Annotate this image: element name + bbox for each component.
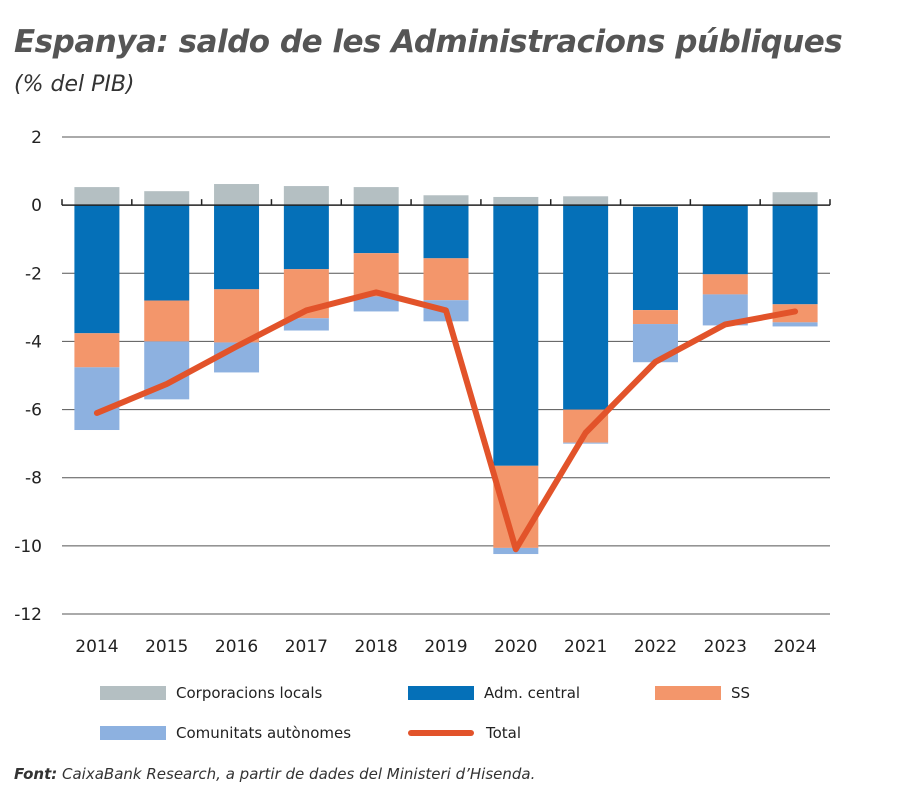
legend-label: Total (486, 724, 522, 742)
legend-swatch (408, 730, 474, 736)
y-tick-label: -12 (14, 605, 42, 625)
bar-segment-adm-central (632, 206, 678, 311)
legend-item-corporacions: Corporacions locals (100, 684, 322, 702)
bar-segment-corporacions-locals (74, 187, 120, 206)
bar-segment-corporacions-locals (563, 196, 609, 206)
bar-segment-corporacions-locals (353, 187, 399, 206)
bar-segment-ss (702, 274, 748, 295)
y-tick-label: -10 (14, 537, 42, 557)
legend-label: Adm. central (484, 684, 581, 702)
bar-segment-comunitats-aut-nomes (772, 322, 818, 327)
bar-segment-ss (214, 289, 260, 343)
legend-swatch (408, 686, 474, 700)
x-tick-label: 2021 (564, 637, 607, 657)
bar-segment-corporacions-locals (144, 191, 190, 206)
x-tick-label: 2023 (704, 637, 747, 657)
source-text: CaixaBank Research, a partir de dades de… (57, 765, 536, 783)
bar-segment-ss (74, 333, 120, 368)
legend-item-adm-central: Adm. central (408, 684, 580, 702)
bar-segment-comunitats-aut-nomes (563, 442, 609, 444)
x-tick-label: 2019 (424, 637, 467, 657)
legend-label: Corporacions locals (176, 684, 323, 702)
bar-segment-adm-central (493, 205, 539, 466)
bar-segment-adm-central (423, 205, 469, 259)
x-tick-label: 2014 (75, 637, 118, 657)
y-tick-label: 2 (31, 128, 42, 148)
y-tick-label: -4 (25, 332, 42, 352)
bar-segment-corporacions-locals (772, 192, 818, 206)
bar-segment-adm-central (702, 205, 748, 275)
bar-segment-corporacions-locals (423, 195, 469, 206)
bar-segment-adm-central (283, 205, 329, 270)
legend-item-ss: SS (655, 684, 750, 702)
bar-segment-corporacions-locals (493, 196, 539, 206)
bar-segment-corporacions-locals (283, 186, 329, 206)
legend-item-total: Total (408, 724, 521, 742)
bar-segment-ss (144, 300, 190, 342)
x-tick-label: 2015 (145, 637, 188, 657)
legend-swatch (100, 686, 166, 700)
bar-segment-comunitats-aut-nomes (353, 296, 399, 312)
y-tick-label: -6 (25, 401, 42, 421)
bar-segment-adm-central (353, 205, 399, 254)
bar-segment-corporacions-locals (632, 205, 678, 207)
x-tick-label: 2016 (215, 637, 258, 657)
bar-segment-corporacions-locals (214, 184, 260, 206)
legend-swatch (655, 686, 721, 700)
source-note: Font: CaixaBank Research, a partir de da… (14, 765, 535, 783)
bar-segment-adm-central (144, 205, 190, 301)
x-tick-label: 2017 (285, 637, 328, 657)
y-tick-label: -8 (25, 469, 42, 489)
y-tick-label: -2 (25, 264, 42, 284)
legend-label: Comunitats autònomes (176, 724, 352, 742)
bar-segment-ss (353, 253, 399, 297)
bar-segment-comunitats-aut-nomes (74, 367, 120, 431)
chart-subtitle: (% del PIB) (14, 72, 135, 97)
bar-segment-adm-central (214, 205, 260, 290)
y-tick-label: 0 (31, 196, 42, 216)
x-tick-label: 2024 (773, 637, 816, 657)
legend-swatch (100, 726, 166, 740)
bar-segment-adm-central (563, 205, 609, 410)
bar-segment-ss (632, 310, 678, 325)
source-label: Font: (14, 765, 58, 783)
legend-label: SS (731, 684, 751, 702)
x-tick-label: 2020 (494, 637, 537, 657)
bar-segment-ss (493, 465, 539, 548)
bar-segment-adm-central (772, 205, 818, 305)
bar-segment-ss (423, 258, 469, 301)
x-tick-label: 2018 (355, 637, 398, 657)
x-tick-label: 2022 (634, 637, 677, 657)
legend-item-comunitats: Comunitats autònomes (100, 724, 351, 742)
total-line (93, 289, 799, 553)
bar-segment-adm-central (74, 205, 120, 334)
bar-segment-comunitats-aut-nomes (283, 318, 329, 331)
chart-title: Espanya: saldo de les Administracions pú… (14, 24, 843, 60)
